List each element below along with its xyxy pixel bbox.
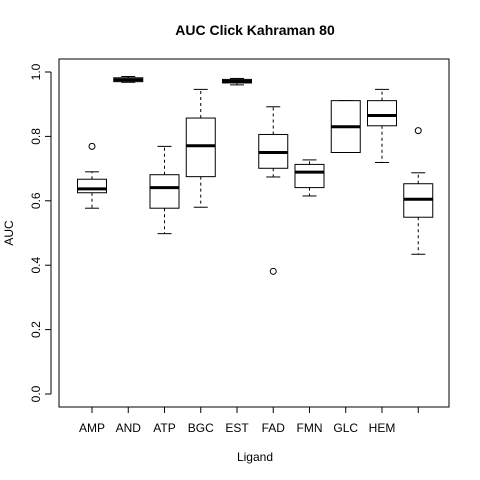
x-tick-label: AMP — [79, 421, 105, 435]
box-group — [149, 145, 180, 235]
box-group — [113, 76, 144, 83]
box-group — [77, 142, 107, 209]
x-tick-label: EST — [225, 421, 249, 435]
x-tick-label: GLC — [333, 421, 358, 435]
x-tick-label: AND — [116, 421, 142, 435]
iqr-box — [149, 174, 180, 209]
x-tick-label: ATP — [153, 421, 175, 435]
x-axis: AMP AND ATP BGC EST FAD FMN GLC HEM — [79, 406, 419, 435]
x-tick-label: HEM — [369, 421, 396, 435]
y-tick-label: 0.2 — [29, 321, 43, 338]
box-group — [294, 159, 325, 197]
iqr-box — [367, 100, 397, 127]
box-group — [403, 127, 434, 255]
y-tick-label: 0.4 — [29, 257, 43, 274]
y-axis: 0.0 0.2 0.4 0.6 0.8 1.0 — [29, 63, 52, 402]
iqr-box — [77, 178, 107, 194]
box-group — [367, 88, 397, 163]
x-tick-label: FAD — [262, 421, 286, 435]
y-tick-label: 1.0 — [29, 63, 43, 80]
outlier-point — [88, 142, 96, 150]
outlier-point — [269, 267, 277, 275]
y-tick-label: 0.8 — [29, 128, 43, 145]
box-group — [330, 100, 361, 153]
y-tick-label: 0.6 — [29, 192, 43, 209]
iqr-box — [294, 163, 325, 189]
y-tick-label: 0.0 — [29, 385, 43, 402]
x-tick-label: BGC — [188, 421, 214, 435]
outlier-point — [414, 127, 422, 135]
box-group — [258, 106, 289, 275]
box-group — [185, 88, 216, 208]
boxes — [77, 76, 434, 275]
iqr-box — [185, 117, 216, 178]
y-axis-label: AUC — [2, 220, 16, 246]
x-tick-label: FMN — [297, 421, 323, 435]
chart-title: AUC Click Kahraman 80 — [175, 22, 335, 38]
x-axis-label: Ligand — [237, 450, 273, 464]
box-group — [222, 77, 252, 86]
